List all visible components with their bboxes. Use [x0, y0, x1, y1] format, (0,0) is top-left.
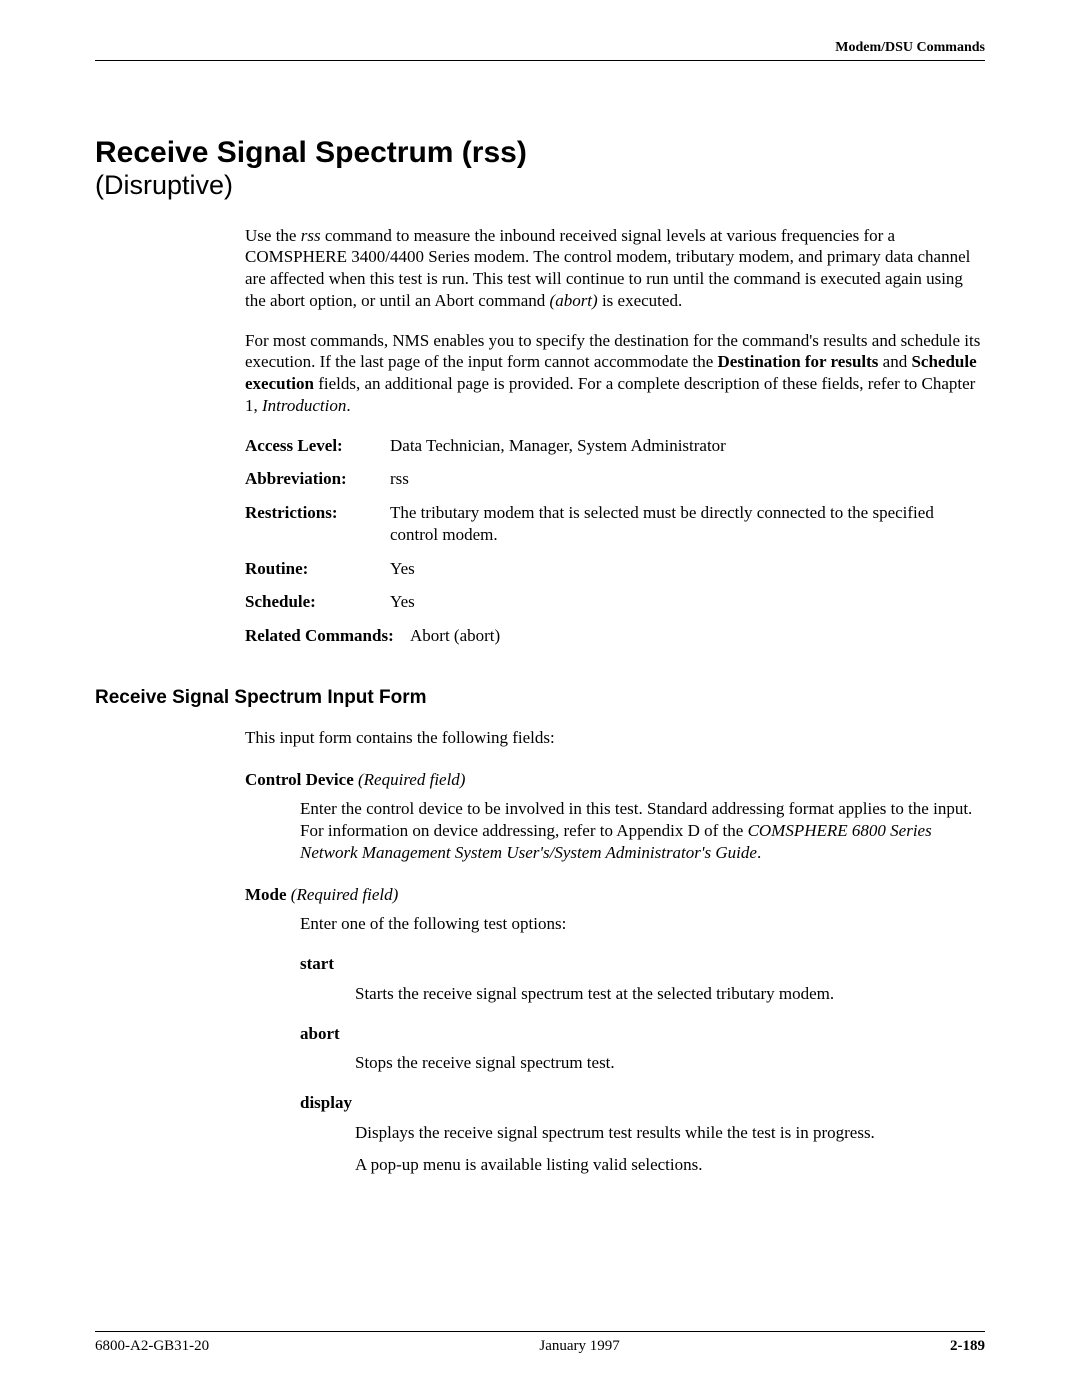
abort-ref: (abort) [550, 291, 598, 310]
text: . [346, 396, 350, 415]
def-term: Abbreviation: [245, 468, 390, 490]
footer-doc-id: 6800-A2-GB31-20 [95, 1338, 209, 1355]
def-term: Routine: [245, 558, 390, 580]
field-intro: Enter one of the following test options: [300, 913, 985, 935]
body-column: Use the rss command to measure the inbou… [245, 225, 985, 647]
option-label: start [300, 953, 985, 975]
intro-para-2: For most commands, NMS enables you to sp… [245, 330, 985, 417]
option-text: Stops the receive signal spectrum test. [355, 1052, 985, 1074]
chapter-ref: Introduction [262, 396, 346, 415]
field-control-device: Control Device (Required field) Enter th… [245, 769, 985, 864]
section-body: This input form contains the following f… [245, 727, 985, 1176]
section-intro: This input form contains the following f… [245, 727, 985, 749]
def-value: Abort (abort) [410, 625, 985, 647]
text: . [757, 843, 761, 862]
page-title: Receive Signal Spectrum (rss) [95, 136, 985, 169]
option-text: Starts the receive signal spectrum test … [355, 983, 985, 1005]
def-value: rss [390, 468, 985, 490]
def-routine: Routine: Yes [245, 558, 985, 580]
option-label: abort [300, 1023, 985, 1045]
running-head: Modem/DSU Commands [95, 40, 985, 61]
def-value: Yes [390, 591, 985, 613]
option-text: Displays the receive signal spectrum tes… [355, 1122, 985, 1144]
footer-date: January 1997 [539, 1338, 619, 1355]
option-abort: abort Stops the receive signal spectrum … [300, 1023, 985, 1075]
intro-para-1: Use the rss command to measure the inbou… [245, 225, 985, 312]
def-term: Access Level: [245, 435, 390, 457]
def-value: Data Technician, Manager, System Adminis… [390, 435, 985, 457]
field-mode: Mode (Required field) Enter one of the f… [245, 884, 985, 1176]
term-destination: Destination for results [718, 352, 879, 371]
def-term: Related Commands: [245, 625, 410, 647]
def-value: Yes [390, 558, 985, 580]
text: and [878, 352, 911, 371]
field-description: Enter the control device to be involved … [300, 798, 985, 863]
option-start: start Starts the receive signal spectrum… [300, 953, 985, 1005]
footer-page-number: 2-189 [950, 1338, 985, 1355]
option-label: display [300, 1092, 985, 1114]
def-schedule: Schedule: Yes [245, 591, 985, 613]
def-abbreviation: Abbreviation: rss [245, 468, 985, 490]
option-text: A pop-up menu is available listing valid… [355, 1154, 985, 1176]
field-name: Control Device [245, 770, 354, 789]
text: fields, an additional page is provided. … [245, 374, 975, 415]
field-heading: Mode (Required field) [245, 884, 985, 906]
field-heading: Control Device (Required field) [245, 769, 985, 791]
def-access-level: Access Level: Data Technician, Manager, … [245, 435, 985, 457]
required-tag: (Required field) [287, 885, 399, 904]
page: Modem/DSU Commands Receive Signal Spectr… [0, 0, 1080, 1397]
definition-list: Access Level: Data Technician, Manager, … [245, 435, 985, 647]
page-subtitle: (Disruptive) [95, 171, 985, 201]
page-footer: 6800-A2-GB31-20 January 1997 2-189 [95, 1331, 985, 1355]
text: is executed. [598, 291, 683, 310]
title-block: Receive Signal Spectrum (rss) (Disruptiv… [95, 136, 985, 201]
required-tag: (Required field) [354, 770, 466, 789]
text: Use the [245, 226, 301, 245]
command-name: rss [301, 226, 321, 245]
option-display: display Displays the receive signal spec… [300, 1092, 985, 1175]
def-restrictions: Restrictions: The tributary modem that i… [245, 502, 985, 546]
def-related-commands: Related Commands: Abort (abort) [245, 625, 985, 647]
def-value: The tributary modem that is selected mus… [390, 502, 985, 546]
field-name: Mode [245, 885, 287, 904]
def-term: Restrictions: [245, 502, 390, 524]
section-heading-input-form: Receive Signal Spectrum Input Form [95, 687, 985, 709]
def-term: Schedule: [245, 591, 390, 613]
